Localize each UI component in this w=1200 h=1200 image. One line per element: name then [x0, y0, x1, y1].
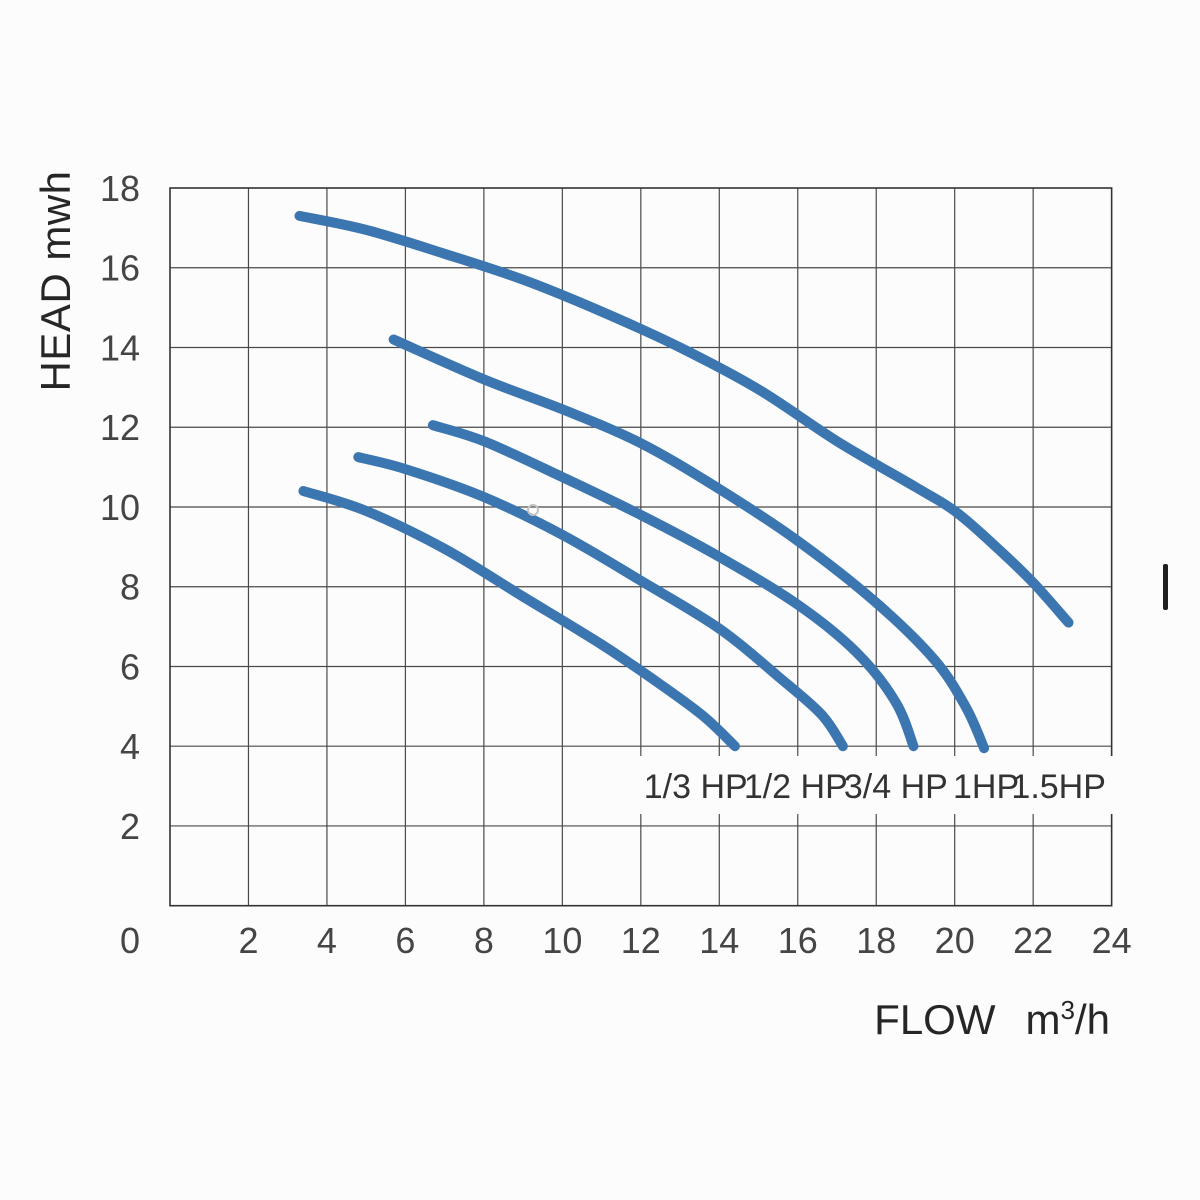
x-tick-label-12: 12 [621, 920, 661, 961]
scan-artifact-dash [1163, 564, 1168, 610]
curve-label-1-5hp: 1.5HP [1011, 768, 1106, 806]
y-axis-title: HEAD mwh [32, 170, 79, 392]
x-axis-unit-exponent: 3 [1060, 995, 1075, 1025]
curve-label-1hp: 1HP [953, 768, 1019, 806]
x-tick-label-22: 22 [1013, 920, 1053, 961]
y-tick-label-14: 14 [100, 327, 140, 368]
pump-curve-1-2-hp [353, 452, 848, 752]
x-tick-label-18: 18 [856, 920, 896, 961]
pump-curve-3-4-hp [427, 420, 919, 752]
y-tick-label-12: 12 [100, 407, 140, 448]
y-tick-label-16: 16 [100, 248, 140, 289]
pump-curve-1hp [388, 334, 990, 754]
y-tick-label-2: 2 [120, 806, 140, 847]
curve-label-3-4-hp: 3/4 HP [844, 768, 948, 806]
x-tick-label-20: 20 [935, 920, 975, 961]
pump-curve-1-3-hp [298, 486, 740, 752]
x-axis-unit-suffix: /h [1074, 996, 1110, 1043]
y-tick-label-8: 8 [120, 567, 140, 608]
scan-artifact-dot [527, 504, 539, 516]
x-axis-title-word: FLOW [874, 996, 996, 1043]
y-tick-label-4: 4 [120, 726, 140, 767]
curve-label-1-2-hp: 1/2 HP [744, 768, 848, 806]
x-tick-label-10: 10 [542, 920, 582, 961]
x-tick-label-6: 6 [395, 920, 415, 961]
curve-label-1-3-hp: 1/3 HP [644, 768, 748, 806]
x-tick-label-14: 14 [699, 920, 739, 961]
x-tick-label-16: 16 [778, 920, 818, 961]
x-tick-label-2: 2 [238, 920, 258, 961]
curve-label-band [612, 756, 1128, 814]
x-axis-unit: m3/h [1026, 996, 1111, 1043]
y-tick-label-10: 10 [100, 487, 140, 528]
pump-curve-1-5hp [294, 210, 1074, 628]
y-tick-label-18: 18 [100, 168, 140, 209]
x-axis-unit-base: m [1025, 996, 1061, 1043]
origin-tick-label: 0 [120, 920, 140, 961]
x-tick-label-4: 4 [317, 920, 337, 961]
x-tick-label-24: 24 [1092, 920, 1132, 961]
y-tick-label-6: 6 [120, 646, 140, 687]
x-axis-title: FLOW m3/h [874, 996, 1110, 1044]
plot-border [169, 187, 1113, 907]
x-tick-label-8: 8 [474, 920, 494, 961]
